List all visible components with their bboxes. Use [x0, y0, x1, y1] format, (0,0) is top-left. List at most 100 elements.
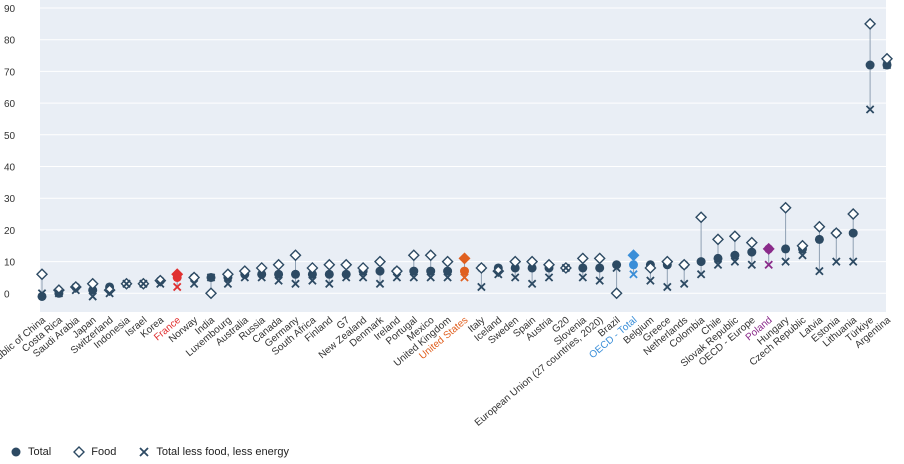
food-point — [509, 255, 522, 268]
core-point — [679, 279, 689, 289]
total-point — [578, 263, 588, 273]
core-point — [781, 257, 790, 266]
y-tick-label: 80 — [4, 36, 16, 47]
y-tick-label: 10 — [4, 258, 16, 269]
food-point — [52, 284, 65, 297]
total-point — [527, 263, 537, 273]
food-point — [712, 233, 724, 246]
food-point — [644, 261, 657, 274]
total-point — [443, 266, 453, 276]
core-point — [308, 276, 317, 285]
total-point — [257, 269, 267, 279]
x-marker-icon — [139, 447, 149, 457]
core-point — [156, 279, 165, 289]
core-point — [274, 276, 283, 285]
food-point — [593, 252, 606, 265]
total-point — [612, 260, 622, 270]
food-point — [255, 261, 268, 274]
total-point — [713, 253, 723, 263]
food-point — [441, 255, 454, 268]
food-point — [86, 277, 99, 290]
total-point — [747, 247, 757, 257]
core-point — [291, 279, 300, 289]
y-tick-label: 70 — [4, 67, 16, 78]
total-point — [274, 269, 284, 279]
core-point — [375, 279, 385, 289]
diamond-marker-icon — [73, 446, 86, 458]
legend-item-total: Total — [10, 446, 51, 458]
plot-area — [40, 0, 886, 312]
y-tick-label: 40 — [4, 163, 16, 174]
y-tick-label: 90 — [4, 4, 16, 15]
food-point — [830, 227, 843, 240]
y-tick-labels: 0 10 20 30 40 50 60 70 80 90 — [4, 4, 16, 300]
core-point — [882, 60, 892, 70]
legend-label-core: Total less food, less energy — [156, 446, 290, 458]
legend: Total Food Total less food, less energy — [10, 446, 289, 458]
food-point — [526, 255, 539, 268]
total-point — [865, 60, 875, 70]
core-point — [358, 273, 368, 282]
food-point — [407, 249, 420, 262]
core-point — [460, 273, 469, 282]
core-point — [696, 270, 706, 279]
core-point — [629, 270, 638, 279]
core-point — [240, 273, 250, 282]
food-point — [154, 274, 167, 287]
core-point — [443, 273, 452, 282]
food-point — [779, 201, 792, 214]
core-point — [646, 276, 655, 285]
food-point — [864, 17, 877, 30]
food-point — [847, 208, 860, 221]
data-marks — [36, 17, 893, 301]
total-point — [409, 266, 419, 276]
food-point — [796, 239, 809, 252]
gridlines — [40, 7, 886, 294]
core-point — [612, 263, 621, 273]
total-point — [291, 269, 300, 279]
core-point — [527, 279, 537, 289]
total-point — [426, 266, 436, 276]
food-point — [374, 255, 386, 268]
y-tick-label: 0 — [4, 289, 10, 300]
food-point — [238, 265, 251, 278]
food-point — [390, 265, 403, 278]
food-point — [678, 258, 691, 271]
legend-item-core: Total less food, less energy — [138, 446, 289, 458]
core-point — [172, 282, 182, 292]
food-point — [323, 258, 336, 271]
food-point — [661, 255, 674, 268]
food-point — [188, 271, 201, 284]
food-point — [205, 287, 217, 300]
food-point — [306, 261, 319, 274]
core-point — [426, 273, 435, 282]
food-point — [357, 261, 370, 274]
core-point — [865, 105, 875, 114]
food-point — [745, 236, 758, 249]
food-point — [69, 280, 82, 293]
circle-marker-icon — [11, 447, 21, 457]
core-point — [713, 260, 723, 270]
core-point — [105, 289, 114, 298]
food-point — [340, 258, 353, 271]
core-point — [206, 273, 216, 282]
core-point — [325, 279, 334, 289]
food-point — [610, 287, 623, 300]
food-point — [221, 268, 234, 281]
food-point — [576, 252, 589, 265]
core-point — [409, 273, 419, 282]
core-point — [477, 282, 486, 292]
food-point — [728, 230, 741, 243]
core-point — [595, 276, 604, 285]
chart-svg: 0 10 20 30 40 50 60 70 80 90 People's Republic of… — [0, 0, 893, 429]
total-point — [848, 228, 858, 238]
food-point — [543, 258, 555, 271]
food-point — [881, 52, 893, 65]
core-point — [798, 251, 807, 260]
y-tick-label: 50 — [4, 131, 16, 142]
core-point — [37, 289, 47, 298]
food-point — [627, 249, 640, 262]
total-point — [595, 263, 605, 273]
core-point — [544, 273, 554, 282]
